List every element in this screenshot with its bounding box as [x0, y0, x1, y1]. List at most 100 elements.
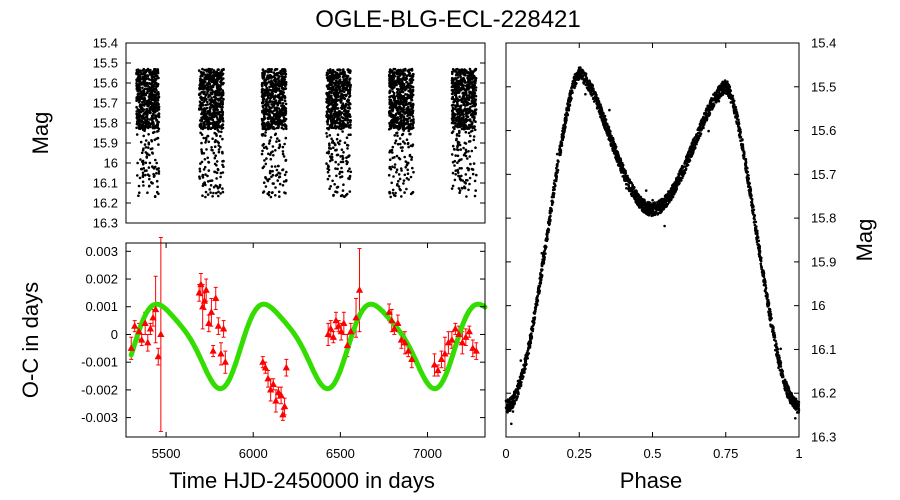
light-curve-time-point: [154, 96, 158, 99]
light-curve-time-point: [464, 92, 468, 96]
light-curve-time-point: [389, 98, 393, 102]
light-curve-time-point: [221, 150, 224, 154]
light-curve-time-point: [137, 77, 141, 80]
light-curve-time-point: [337, 163, 340, 166]
light-curve-time-point: [398, 69, 402, 73]
light-curve-time-point: [146, 88, 150, 92]
light-curve-time-point: [340, 148, 344, 151]
light-curve-time-point: [141, 109, 145, 113]
light-curve-time-point: [263, 95, 266, 98]
light-curve-time-point: [156, 92, 159, 96]
oc-ytick-label: -0.002: [81, 382, 118, 397]
light-curve-time-point: [148, 118, 152, 121]
light-curve-time-point: [343, 195, 346, 199]
light-curve-time-point: [329, 77, 333, 81]
light-curve-time-point: [157, 115, 161, 119]
light-curve-time-point: [156, 126, 159, 130]
light-curve-time-point: [210, 98, 213, 101]
light-curve-time-point: [453, 70, 457, 73]
light-curve-time-point: [138, 176, 142, 180]
light-curve-time-point: [277, 121, 281, 124]
light-curve-time-point: [264, 134, 267, 137]
light-curve-time-point: [471, 168, 475, 171]
light-curve-time-point: [201, 194, 204, 197]
light-curve-time-point: [145, 122, 149, 125]
light-curve-time-point: [207, 120, 211, 123]
light-curve-time-point: [217, 112, 220, 116]
light-curve-time-point: [212, 104, 216, 107]
light-curve-time-point: [349, 170, 353, 174]
light-curve-time-point: [138, 113, 141, 117]
light-curve-time-point: [285, 170, 288, 174]
light-curve-time-point: [221, 72, 224, 75]
light-curve-time-point: [451, 77, 455, 81]
light-curve-time-point: [263, 121, 266, 125]
light-curve-time-point: [340, 126, 344, 130]
light-curve-time-point: [202, 110, 206, 114]
light-curve-time-point: [271, 101, 274, 104]
light-curve-time-point: [267, 152, 270, 156]
light-curve-time-point: [402, 140, 405, 143]
light-curve-time-point: [348, 154, 351, 157]
light-curve-time-point: [274, 116, 278, 119]
light-curve-time-point: [340, 99, 343, 102]
light-curve-time-point: [213, 95, 216, 99]
light-curve-time-point: [157, 170, 161, 173]
light-curve-time-point: [205, 106, 209, 110]
light-curve-time-ylabel: Mag: [28, 112, 53, 155]
light-curve-time-point: [326, 105, 329, 109]
light-curve-time-point: [221, 100, 224, 104]
light-curve-time-point: [198, 167, 202, 171]
light-curve-time-point: [155, 171, 158, 175]
light-curve-time-point: [207, 79, 211, 83]
light-curve-time-point: [275, 106, 278, 110]
light-curve-time-point: [457, 174, 460, 178]
light-curve-time-point: [330, 141, 334, 144]
light-curve-time-point: [341, 130, 344, 133]
light-curve-time-point: [388, 165, 392, 169]
light-curve-time-point: [326, 120, 330, 123]
light-curve-time-point: [341, 157, 345, 161]
light-curve-time-point: [391, 103, 395, 107]
light-curve-time-point: [472, 90, 476, 94]
light-curve-time-point: [344, 102, 348, 106]
light-curve-time-point: [154, 158, 157, 162]
light-curve-time-point: [206, 156, 209, 160]
light-curve-time-point: [451, 130, 455, 133]
light-curve-time-point: [268, 92, 272, 96]
light-curve-time-point: [217, 102, 221, 105]
light-curve-time-point: [283, 99, 287, 103]
light-curve-time-point: [278, 182, 282, 186]
light-curve-time-point: [148, 78, 151, 81]
light-curve-time-point: [212, 185, 216, 189]
light-curve-time-point: [337, 125, 340, 129]
light-curve-time-point: [403, 191, 406, 194]
light-curve-time-point: [330, 102, 334, 106]
light-curve-time-point: [198, 170, 202, 173]
light-curve-time-point: [330, 109, 333, 113]
light-curve-time-point: [261, 104, 265, 108]
light-curve-time-point: [392, 118, 396, 121]
light-curve-time-point: [472, 135, 476, 138]
light-curve-time-point: [391, 151, 394, 154]
light-curve-time-point: [466, 157, 469, 160]
light-curve-time-point: [467, 168, 470, 172]
light-curve-time-point: [460, 186, 464, 190]
light-curve-time-point: [346, 88, 349, 92]
light-curve-time-point: [333, 183, 337, 186]
light-curve-time-point: [335, 137, 339, 141]
light-curve-time-point: [281, 152, 285, 156]
light-curve-time-point: [459, 75, 462, 78]
light-curve-time-point: [138, 88, 142, 91]
light-curve-time-point: [282, 155, 286, 158]
light-curve-time-point: [141, 171, 145, 175]
light-curve-time-point: [278, 143, 282, 146]
light-curve-time-point: [205, 86, 208, 90]
light-curve-time-point: [395, 168, 399, 171]
light-curve-time-point: [155, 119, 158, 122]
light-curve-time-point: [136, 89, 139, 93]
light-curve-time-point: [456, 148, 460, 152]
light-curve-time-point: [211, 195, 214, 198]
light-curve-time-point: [395, 154, 399, 158]
light-curve-time-point: [404, 122, 408, 126]
